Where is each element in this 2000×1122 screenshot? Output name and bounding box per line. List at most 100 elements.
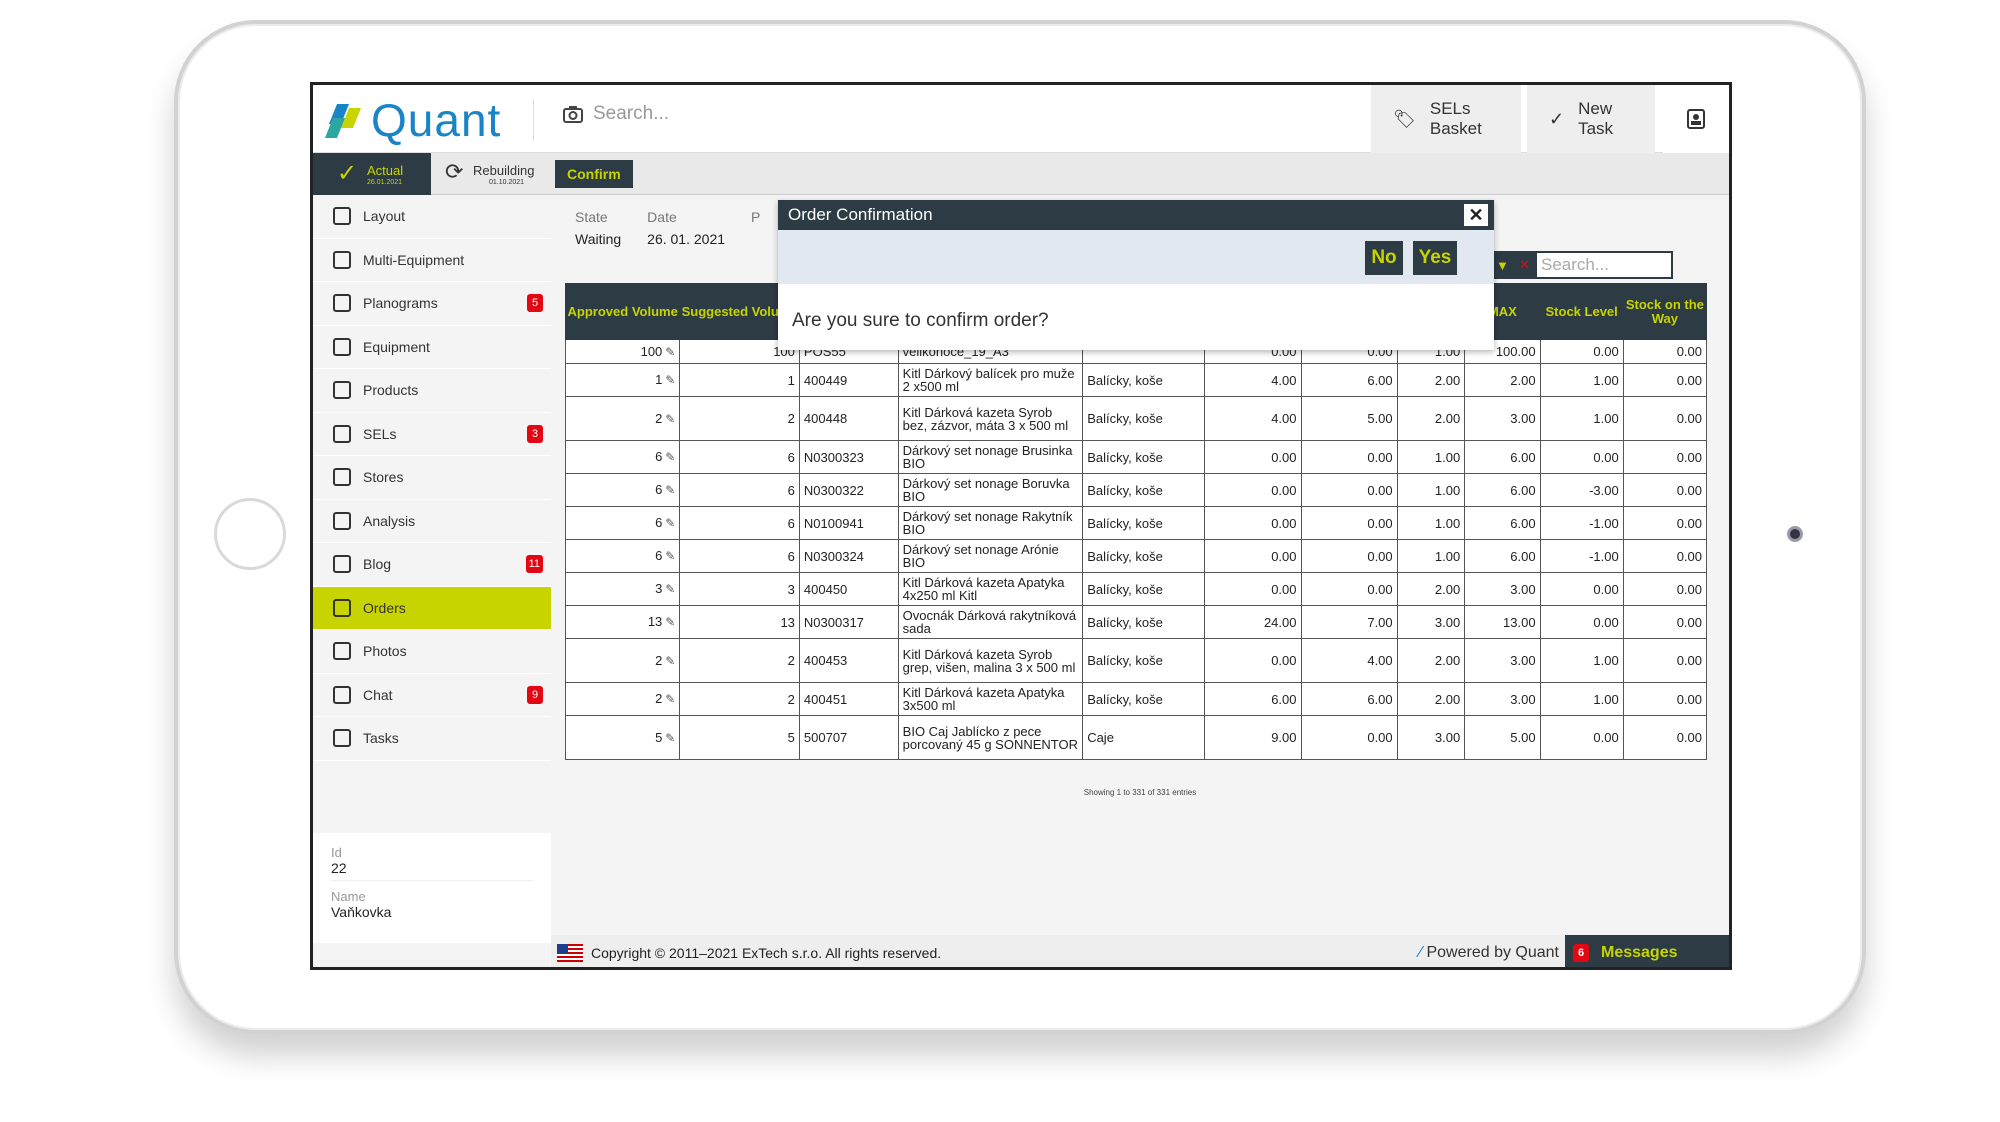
sidebar-item-equipment[interactable]: Equipment [313,325,551,369]
sidebar-item-chat[interactable]: Chat 9 [313,673,551,717]
messages-button[interactable]: 6 Messages [1565,935,1729,967]
edit-icon[interactable]: ✎ [665,516,676,530]
table-cell[interactable]: 100 ✎ [564,339,681,364]
table-cell[interactable]: 6 ✎ [564,506,681,540]
table-row[interactable]: 6 ✎ 6 N0300322 Dárkový set nonage Boruvka BI… [564,473,1708,507]
home-button[interactable] [214,498,286,570]
cell-value: N0300324 [803,548,864,564]
edit-icon[interactable]: ✎ [665,411,676,426]
search-input[interactable]: Search... [593,103,670,124]
rebuilding-status-tab[interactable]: ⟳ Rebuilding 01.10.2021 [433,153,547,195]
close-icon[interactable]: ✕ [1464,204,1488,226]
edit-icon[interactable]: ✎ [665,653,676,668]
column-header[interactable]: Approved Volume [564,283,681,340]
quant-logo[interactable]: Quant [324,94,501,146]
notification-badge: 5 [527,294,543,312]
sidebar-item-planograms[interactable]: Planograms 5 [313,282,551,326]
confirm-button[interactable]: Confirm [555,160,633,188]
sidebar-item-tasks[interactable]: Tasks [313,717,551,761]
sidebar-item-blog[interactable]: Blog 11 [313,543,551,587]
edit-icon[interactable]: ✎ [665,373,676,387]
table-cell: 0.00 [1300,715,1398,760]
sidebar-item-stores[interactable]: Stores [313,456,551,500]
table-cell[interactable]: 2 ✎ [564,638,681,683]
table-row[interactable]: 2 ✎ 2 400453 Kitl Dárková kazeta Syrob grep,… [564,638,1708,683]
table-cell: 1 [679,363,800,397]
no-button[interactable]: No [1365,241,1403,275]
sels-icon [333,424,351,443]
table-row[interactable]: 100 ✎ 100 POS55 velikonoce_19_A3 0.00 0.00 1.00… [564,339,1708,364]
new-task-button[interactable]: ✓ New Task [1527,85,1655,153]
table-cell: 0.00 [1622,605,1708,639]
table-cell[interactable]: 13 ✎ [564,605,681,639]
table-cell: Dárkový set nonage Boruvka BIO [897,473,1084,507]
sidebar-item-orders[interactable]: Orders [313,586,551,630]
table-cell: 2 [679,638,800,683]
sidebar-item-photos[interactable]: Photos [313,630,551,674]
cell-value: 6 [655,548,663,563]
table-cell: 2.00 [1464,363,1541,397]
table-cell: Kitl Dárková kazeta Syrob grep, višen, m… [897,638,1084,683]
sidebar-item-layout[interactable]: Layout [313,195,551,239]
actual-label: Actual [367,163,404,178]
quant-small-icon: ⁄ [1419,943,1427,961]
column-header[interactable]: Stock on the Way [1622,283,1708,340]
table-cell[interactable]: 6 ✎ [564,473,681,507]
table-row[interactable]: 6 ✎ 6 N0300323 Dárkový set nonage Brusinka B… [564,440,1708,474]
edit-icon[interactable]: ✎ [665,582,676,596]
edit-icon[interactable]: ✎ [665,549,676,563]
user-profile-button[interactable] [1663,85,1729,153]
table-cell[interactable]: 2 ✎ [564,682,681,716]
table-cell: Kitl Dárková kazeta Apatyka 3x500 ml [897,682,1084,716]
cell-value: 6.00 [1510,548,1536,564]
cell-value: Kitl Dárková kazeta Apatyka 3x500 ml [902,685,1065,713]
table-cell: N0100941 [798,506,899,540]
cell-value: Balícky, koše [1087,482,1163,498]
table-row[interactable]: 6 ✎ 6 N0300324 Dárkový set nonage Arónie BIO… [564,539,1708,573]
store-info-panel: Id 22 Name Vaňkovka [313,833,551,943]
table-cell: Balícky, koše [1082,506,1206,540]
table-cell: 3.00 [1464,638,1541,683]
table-cell[interactable]: 5 ✎ [564,715,681,760]
edit-icon[interactable]: ✎ [665,450,676,464]
table-row[interactable]: 1 ✎ 1 400449 Kitl Dárkový balícek pro muže 2… [564,363,1708,397]
edit-icon[interactable]: ✎ [665,692,676,706]
column-header[interactable]: Stock Level [1539,283,1624,340]
table-row[interactable]: 3 ✎ 3 400450 Kitl Dárková kazeta Apatyka 4x2… [564,572,1708,606]
edit-icon[interactable]: ✎ [665,483,676,497]
table-row[interactable]: 6 ✎ 6 N0100941 Dárkový set nonage Rakytník B… [564,506,1708,540]
cell-value: Dárkový set nonage Brusinka BIO [902,443,1073,471]
state-field: State Waiting [575,209,621,247]
us-flag-icon[interactable] [557,943,583,962]
sels-basket-button[interactable]: 🏷 SELs Basket [1371,85,1521,153]
edit-icon[interactable]: ✎ [665,730,676,745]
edit-icon[interactable]: ✎ [665,344,676,359]
table-cell[interactable]: 6 ✎ [564,440,681,474]
table-cell: Caje [1082,715,1206,760]
sidebar-item-analysis[interactable]: Analysis [313,499,551,543]
table-cell[interactable]: 2 ✎ [564,396,681,441]
edit-icon[interactable]: ✎ [665,615,676,629]
sidebar-item-sels[interactable]: SELs 3 [313,412,551,456]
actual-status-tab[interactable]: ✓ Actual 26.01.2021 [313,153,431,195]
yes-button[interactable]: Yes [1413,241,1457,275]
table-row[interactable]: 2 ✎ 2 400448 Kitl Dárková kazeta Syrob bez, … [564,396,1708,441]
table-row[interactable]: 13 ✎ 13 N0300317 Ovocnák Dárková rakytníková… [564,605,1708,639]
table-row[interactable]: 2 ✎ 2 400451 Kitl Dárková kazeta Apatyka 3x5… [564,682,1708,716]
sidebar: Layout Multi-Equipment Planograms 5 Equipmen… [313,195,551,967]
table-cell[interactable]: 6 ✎ [564,539,681,573]
filter-icon[interactable]: ▼ [1496,257,1509,273]
dialog-message: Are you sure to confirm order? [792,310,1049,331]
table-row[interactable]: 5 ✎ 5 500707 BIO Caj Jablícko z pece porcova… [564,715,1708,760]
cell-value: N0300317 [803,614,864,630]
table-search-input[interactable]: Search... [1535,251,1673,279]
table-cell: 3.00 [1464,682,1541,716]
global-search[interactable]: Search... [563,103,669,125]
table-cell[interactable]: 3 ✎ [564,572,681,606]
table-cell[interactable]: 1 ✎ [564,363,681,397]
sidebar-item-multi-equipment[interactable]: Multi-Equipment [313,238,551,282]
sidebar-item-products[interactable]: Products [313,369,551,413]
table-cell: BIO Caj Jablícko z pece porcovaný 45 g S… [897,715,1084,760]
cell-value: Dárkový set nonage Arónie BIO [902,542,1059,570]
clear-filter-icon[interactable]: ✕ [1519,257,1530,272]
